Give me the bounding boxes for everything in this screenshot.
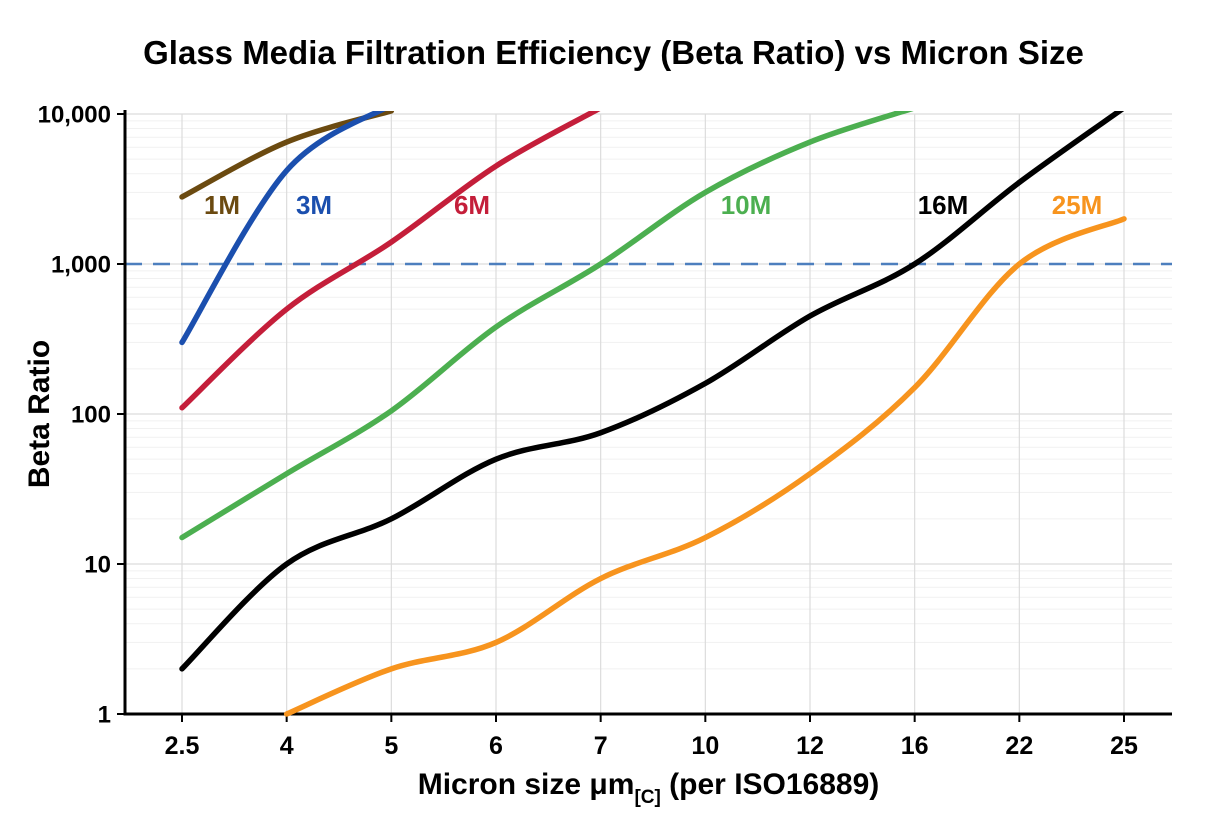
x-axis-title-suffix: (per ISO16889) xyxy=(660,768,880,801)
x-tick-label: 5 xyxy=(384,732,398,760)
x-tick-label: 10 xyxy=(691,732,719,760)
y-tick-label: 1,000 xyxy=(51,252,111,279)
x-axis-title: Micron size μm[C] (per ISO16889) xyxy=(125,768,1172,809)
series-line-6M xyxy=(179,111,601,411)
x-tick-label: 25 xyxy=(1110,732,1138,760)
series-line-25M xyxy=(283,216,1127,717)
y-tick-label: 1 xyxy=(98,702,111,729)
x-tick-label: 7 xyxy=(594,732,608,760)
x-tick-label: 4 xyxy=(280,732,294,760)
series-label-10M: 10M xyxy=(721,190,772,220)
series-label-16M: 16M xyxy=(918,190,969,220)
x-tick-label: 22 xyxy=(1005,732,1033,760)
series-line-16M xyxy=(179,111,1125,672)
x-tick-label: 2.5 xyxy=(165,732,200,760)
y-tick-label: 10 xyxy=(84,552,111,579)
series-label-25M: 25M xyxy=(1052,190,1103,220)
x-tick-label: 6 xyxy=(489,732,503,760)
chart-title: Glass Media Filtration Efficiency (Beta … xyxy=(143,34,1084,71)
y-tick-label: 10,000 xyxy=(38,102,111,129)
series-line-3M xyxy=(179,111,386,346)
series-line-10M xyxy=(179,111,914,541)
x-axis-title-main: Micron size μm xyxy=(417,768,635,801)
y-tick-label: 100 xyxy=(71,402,111,429)
series-label-3M: 3M xyxy=(296,190,332,220)
x-tick-label: 12 xyxy=(796,732,824,760)
x-axis-title-subscript: [C] xyxy=(634,787,661,808)
x-tick-label: 16 xyxy=(901,732,929,760)
series-label-1M: 1M xyxy=(204,190,240,220)
series-label-6M: 6M xyxy=(454,190,490,220)
y-axis-title: Beta Ratio xyxy=(23,339,56,489)
